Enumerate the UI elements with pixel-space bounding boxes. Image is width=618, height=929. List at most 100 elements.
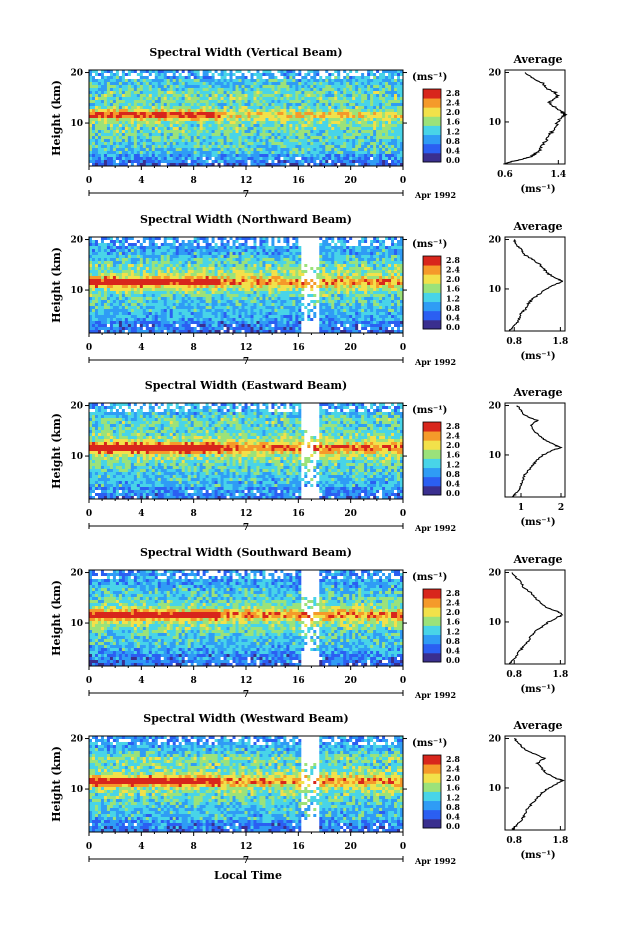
heatmap-cell bbox=[109, 97, 114, 101]
heatmap-cell bbox=[136, 130, 141, 134]
heatmap-cells bbox=[89, 237, 404, 334]
heatmap-cell bbox=[316, 82, 320, 86]
heatmap-cell bbox=[106, 240, 111, 244]
heatmap-cell bbox=[376, 133, 380, 137]
heatmap-cell bbox=[259, 70, 263, 74]
heatmap-cell bbox=[259, 243, 263, 247]
heatmap-cell bbox=[205, 148, 210, 152]
heatmap-cell bbox=[160, 100, 165, 104]
heatmap-cell bbox=[235, 270, 239, 274]
heatmap-cell bbox=[277, 139, 281, 143]
heatmap-cell bbox=[346, 240, 350, 244]
heatmap-cell bbox=[274, 94, 278, 98]
heatmap-cell bbox=[322, 133, 326, 137]
heatmap-cell bbox=[253, 240, 257, 244]
heatmap-cell bbox=[307, 70, 311, 74]
heatmap-cell bbox=[112, 279, 117, 283]
heatmap-cell bbox=[208, 237, 213, 241]
heatmap-cell bbox=[346, 130, 350, 134]
heatmap-cell bbox=[334, 246, 338, 250]
heatmap-cell bbox=[286, 106, 290, 110]
heatmap-cell bbox=[238, 70, 242, 74]
heatmap-cell bbox=[343, 82, 347, 86]
heatmap-cell bbox=[334, 121, 338, 125]
heatmap-cell bbox=[289, 276, 293, 280]
heatmap-cell bbox=[226, 76, 230, 80]
heatmap-cell bbox=[295, 70, 299, 74]
heatmap-cell bbox=[328, 73, 332, 77]
heatmap-cell bbox=[205, 85, 210, 89]
heatmap-cell bbox=[283, 121, 287, 125]
heatmap-cell bbox=[226, 279, 230, 283]
profile-frame bbox=[504, 69, 566, 165]
heatmap-cell bbox=[397, 133, 401, 137]
heatmap-cell bbox=[397, 237, 401, 241]
heatmap-cell bbox=[247, 249, 251, 253]
heatmap-cell bbox=[118, 255, 123, 259]
heatmap-cell bbox=[256, 88, 260, 92]
heatmap-cell bbox=[154, 157, 159, 161]
heatmap-cell bbox=[256, 148, 260, 152]
heatmap-cell bbox=[328, 70, 332, 74]
heatmap-cell bbox=[307, 267, 311, 271]
heatmap-cell bbox=[169, 70, 174, 74]
heatmap-cell bbox=[139, 243, 144, 247]
heatmap-cell bbox=[292, 106, 296, 110]
heatmap-cell bbox=[202, 109, 207, 113]
heatmap-cell bbox=[142, 264, 147, 268]
heatmap-cell bbox=[316, 243, 320, 247]
heatmap-cell bbox=[247, 91, 251, 95]
heatmap-cell bbox=[196, 273, 201, 277]
heatmap-cell bbox=[226, 246, 230, 250]
heatmap-cell bbox=[364, 109, 368, 113]
heatmap-cell bbox=[148, 112, 153, 116]
heatmap-cell bbox=[346, 255, 350, 259]
heatmap-cell bbox=[211, 127, 215, 131]
heatmap-cell bbox=[265, 261, 269, 265]
heatmap-cell bbox=[391, 121, 395, 125]
heatmap-cell bbox=[253, 85, 257, 89]
heatmap-cell bbox=[118, 139, 123, 143]
heatmap-cell bbox=[148, 151, 153, 155]
heatmap-cell bbox=[328, 76, 332, 80]
heatmap-cell bbox=[193, 94, 198, 98]
heatmap-cell bbox=[283, 157, 287, 161]
heatmap-cell bbox=[124, 142, 129, 146]
heatmap-cell bbox=[343, 261, 347, 265]
heatmap-cell bbox=[115, 240, 120, 244]
heatmap-cell bbox=[115, 91, 120, 95]
heatmap-cell bbox=[313, 258, 317, 262]
heatmap-cell bbox=[304, 264, 308, 268]
heatmap-cell bbox=[193, 163, 198, 167]
heatmap-cell bbox=[154, 85, 159, 89]
heatmap-cell bbox=[184, 142, 189, 146]
heatmap-cell bbox=[115, 73, 120, 77]
heatmap-cell bbox=[148, 255, 153, 259]
heatmap-cell bbox=[289, 151, 293, 155]
heatmap-cell bbox=[172, 103, 177, 107]
heatmap-cell bbox=[256, 124, 260, 128]
heatmap-cell bbox=[331, 115, 335, 119]
heatmap-cell bbox=[89, 115, 93, 119]
heatmap-cell bbox=[244, 246, 248, 250]
heatmap-cell bbox=[307, 97, 311, 101]
heatmap-cell bbox=[316, 273, 320, 277]
heatmap-cell bbox=[343, 133, 347, 137]
heatmap-cell bbox=[145, 112, 150, 116]
heatmap-cell bbox=[316, 255, 320, 259]
heatmap-cell bbox=[232, 124, 236, 128]
heatmap-cell bbox=[313, 133, 317, 137]
heatmap-cell bbox=[89, 160, 93, 164]
heatmap-cell bbox=[145, 94, 150, 98]
heatmap-cell bbox=[292, 267, 296, 271]
heatmap-cell bbox=[388, 94, 392, 98]
heatmap-cell bbox=[247, 115, 251, 119]
heatmap-cell bbox=[283, 151, 287, 155]
heatmap-cell bbox=[121, 94, 126, 98]
heatmap-cell bbox=[343, 130, 347, 134]
heatmap-cell bbox=[187, 79, 192, 83]
heatmap-cell bbox=[217, 73, 221, 77]
heatmap-cell bbox=[208, 249, 213, 253]
heatmap-cell bbox=[169, 100, 174, 104]
heatmap-cell bbox=[121, 106, 126, 110]
